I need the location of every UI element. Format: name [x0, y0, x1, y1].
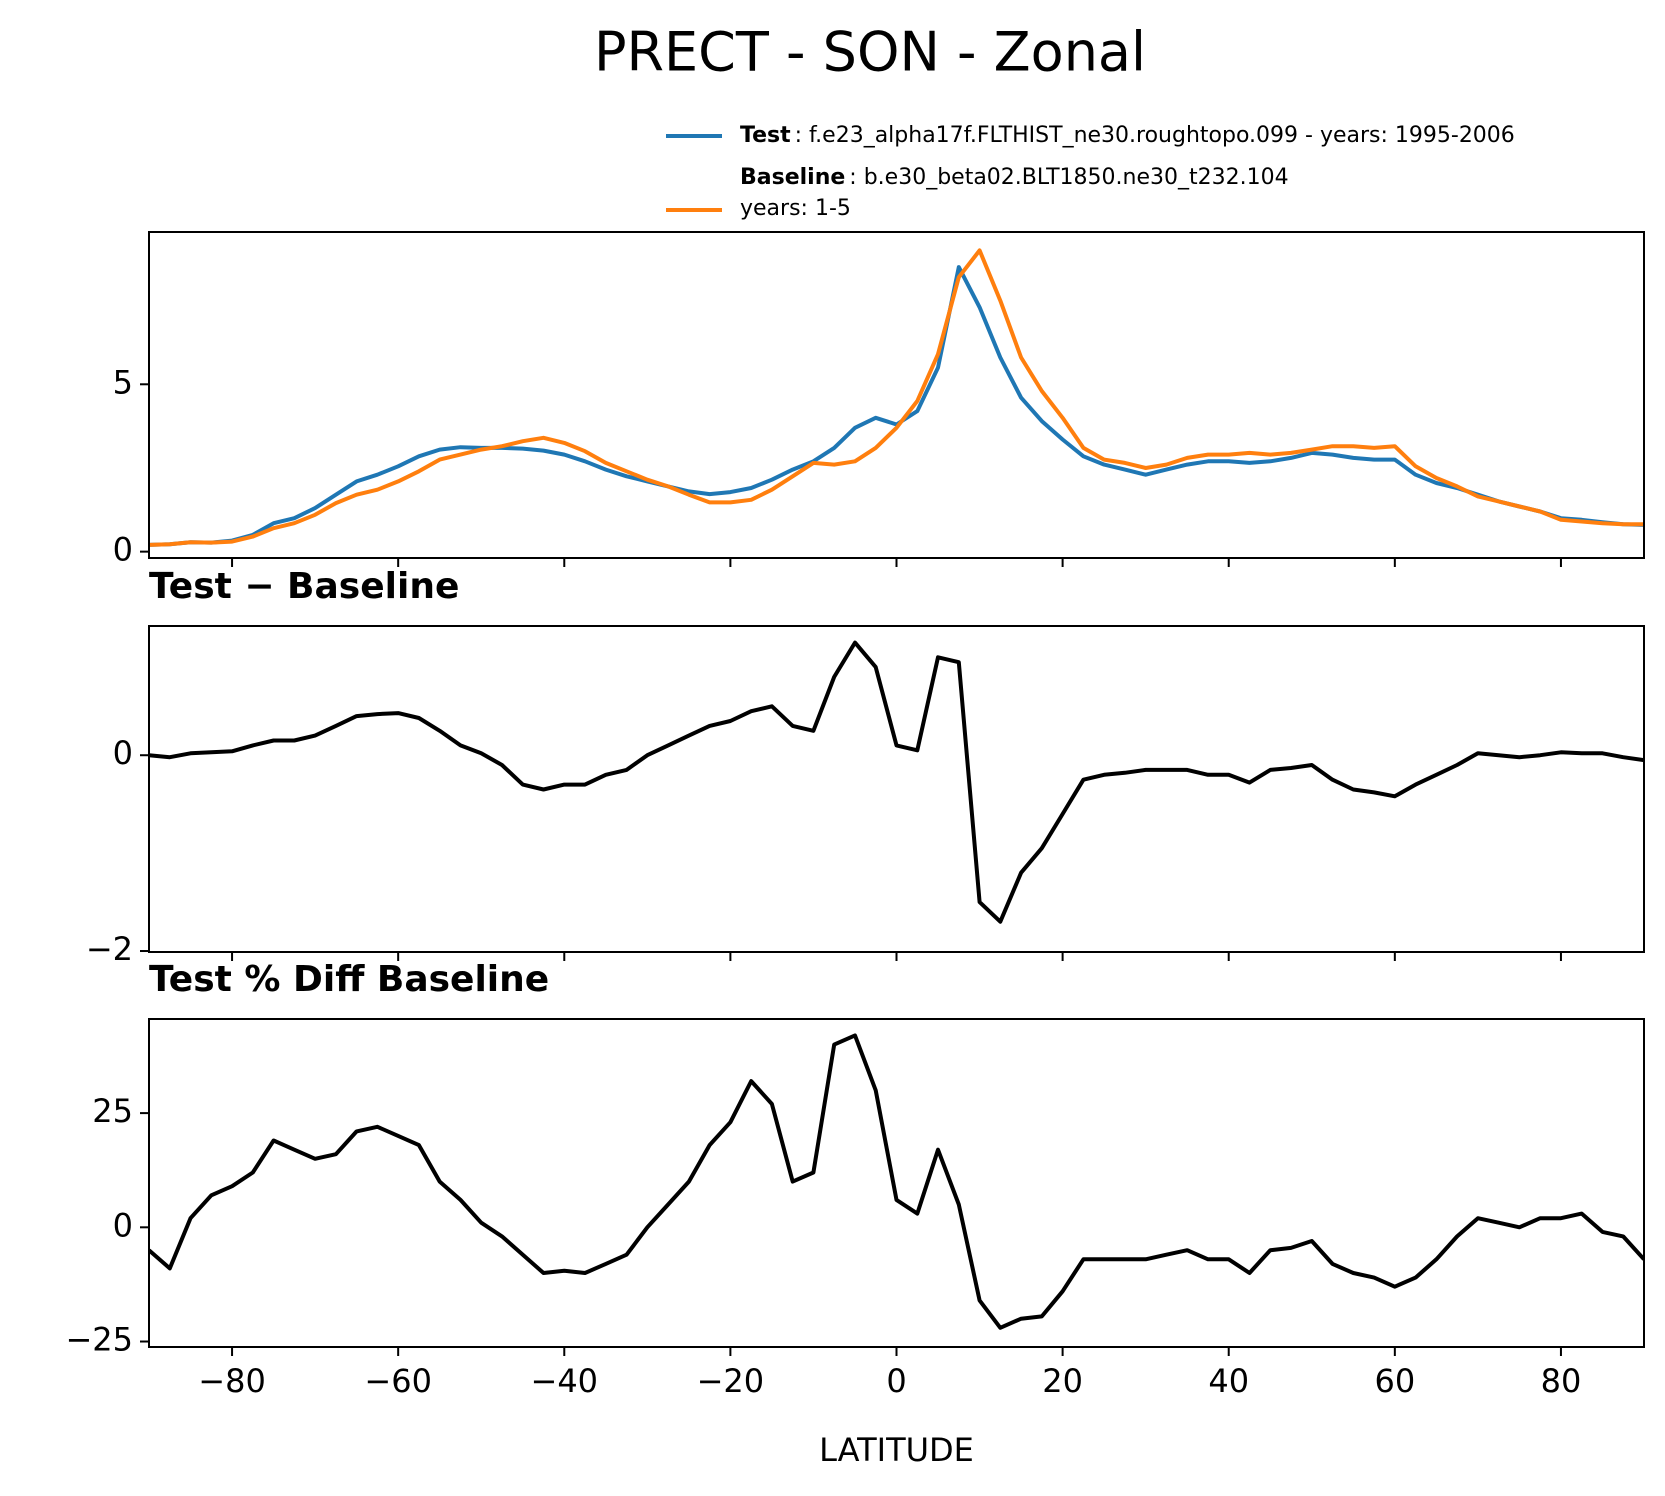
x-tick-label: 0 — [886, 1362, 906, 1400]
series-line — [149, 640, 1644, 924]
x-tick-label: 40 — [1208, 1362, 1249, 1400]
legend-description: : f.e23_alpha17f.FLTHIST_ne30.roughtopo.… — [795, 123, 1515, 148]
panel-title: Test − Baseline — [149, 566, 459, 607]
series-line — [149, 265, 1644, 547]
y-tick-label: −25 — [65, 1321, 133, 1359]
y-tick-label: 0 — [113, 734, 133, 772]
x-tick-label: 80 — [1541, 1362, 1582, 1400]
axes-frame — [148, 231, 1645, 559]
figure-title: PRECT - SON - Zonal — [594, 21, 1146, 84]
x-tick-label: 20 — [1042, 1362, 1083, 1400]
y-tick-label: 25 — [92, 1092, 133, 1130]
y-tick-label: 0 — [113, 1206, 133, 1244]
x-tick-label: −60 — [364, 1362, 432, 1400]
x-tick-label: 60 — [1374, 1362, 1415, 1400]
series-line — [149, 1033, 1644, 1330]
axes-frame — [148, 1018, 1645, 1348]
legend-label: Baseline: b.e30_beta02.BLT1850.ne30_t232… — [740, 165, 1289, 190]
x-tick-label: −40 — [531, 1362, 599, 1400]
y-tick-label: 0 — [113, 531, 133, 569]
legend-name: Test — [740, 123, 791, 148]
axes-frame — [148, 625, 1645, 953]
x-tick-label: −80 — [198, 1362, 266, 1400]
legend-label: Test: f.e23_alpha17f.FLTHIST_ne30.rought… — [740, 123, 1515, 148]
legend-description: years: 1-5 — [740, 196, 851, 221]
y-tick-label: −2 — [86, 930, 133, 968]
series-line — [149, 248, 1644, 547]
x-axis-label: LATITUDE — [819, 1431, 974, 1469]
legend-description: : b.e30_beta02.BLT1850.ne30_t232.104 — [849, 165, 1288, 190]
y-tick-label: 5 — [113, 363, 133, 401]
x-tick-label: −20 — [697, 1362, 765, 1400]
panel-title: Test % Diff Baseline — [149, 959, 549, 1000]
legend-name: Baseline — [740, 165, 845, 190]
